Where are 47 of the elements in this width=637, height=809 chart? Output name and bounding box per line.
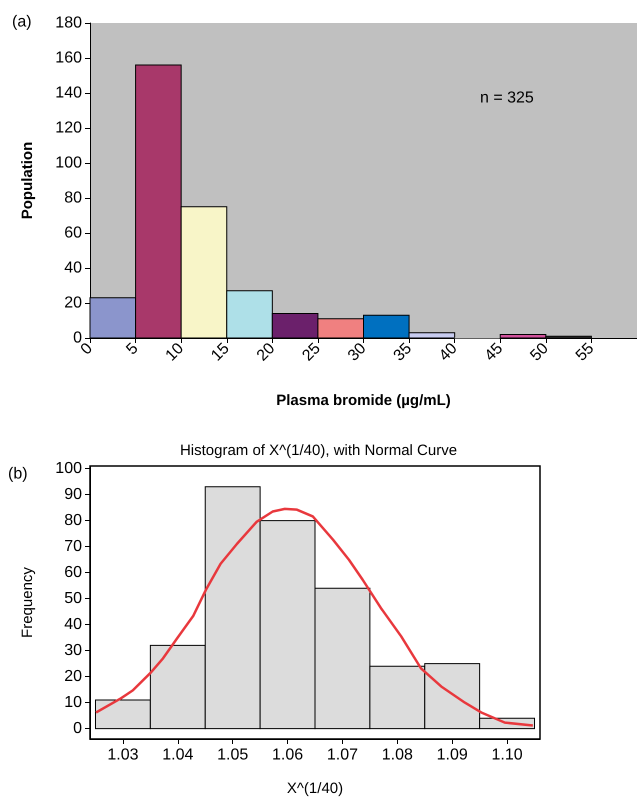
chart-title: Histogram of X^(1/40), with Normal Curve — [180, 442, 458, 459]
y-tick-label: 120 — [55, 120, 82, 136]
x-tick-label: 50 — [527, 340, 552, 365]
y-tick-label: 10 — [64, 694, 82, 712]
x-tick-label: 5 — [123, 340, 142, 358]
x-tick-label: 1.08 — [382, 746, 413, 764]
y-tick-label: 80 — [64, 512, 82, 530]
x-tick-label: 1.10 — [492, 746, 523, 764]
x-axis-title: X^(1/40) — [286, 780, 344, 797]
x-tick-label: 15 — [208, 340, 233, 365]
y-tick-label: 140 — [55, 84, 82, 102]
annotation: n = 325 — [480, 90, 534, 106]
x-tick-label: 35 — [390, 340, 416, 365]
x-tick-label: 45 — [482, 340, 506, 365]
x-tick-label: 1.03 — [107, 746, 139, 764]
y-tick-label: 60 — [64, 564, 82, 582]
y-tick-label: 60 — [64, 224, 82, 242]
x-tick-label: 55 — [572, 340, 598, 365]
x-tick-label: 20 — [254, 340, 278, 365]
y-tick-label: 80 — [64, 190, 82, 206]
y-tick-label: 70 — [64, 538, 82, 556]
y-axis-title: Population — [19, 142, 36, 220]
x-tick-label: 10 — [162, 340, 188, 365]
y-tick-label: 40 — [64, 260, 82, 276]
y-tick-label: 0 — [73, 720, 82, 738]
y-tick-label: 90 — [64, 486, 82, 504]
x-tick-label: 25 — [299, 340, 324, 365]
x-tick-label: 1.07 — [326, 746, 358, 764]
y-tick-label: 20 — [64, 668, 82, 686]
x-tick-label: 40 — [436, 340, 461, 365]
y-tick-label: 40 — [64, 616, 82, 634]
x-tick-label: 1.04 — [162, 746, 194, 764]
y-axis-title: Frequency — [19, 566, 36, 638]
x-tick-label: 30 — [344, 340, 370, 365]
y-tick-label: 100 — [55, 460, 82, 478]
y-tick-label: 30 — [64, 642, 82, 660]
x-tick-label: 1.05 — [217, 746, 248, 764]
x-tick-label: 1.06 — [272, 746, 304, 764]
y-tick-label: 100 — [55, 154, 82, 172]
x-tick-label: 1.09 — [436, 746, 468, 764]
text: (b) — [8, 466, 28, 482]
y-tick-label: 20 — [64, 294, 82, 312]
y-tick-label: 160 — [55, 50, 82, 66]
x-axis-title: Plasma bromide (µg/mL) — [276, 392, 451, 409]
y-tick-label: 180 — [55, 14, 82, 32]
y-tick-label: 50 — [64, 590, 82, 608]
text: (a) — [12, 14, 32, 30]
